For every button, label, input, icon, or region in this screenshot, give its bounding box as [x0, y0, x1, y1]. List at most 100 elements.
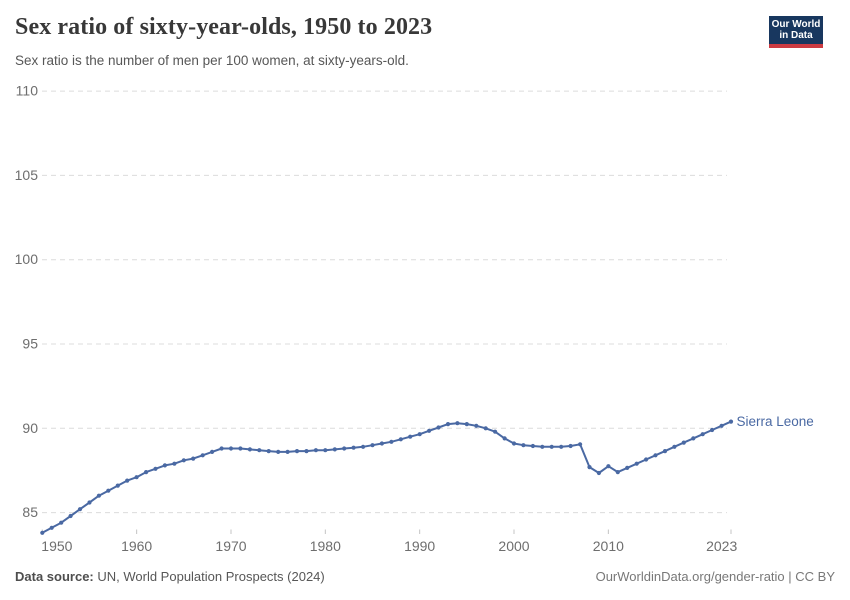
data-point: [540, 444, 545, 449]
data-point: [464, 422, 469, 427]
data-point: [644, 457, 649, 462]
page-subtitle: Sex ratio is the number of men per 100 w…: [15, 53, 409, 68]
data-point: [247, 447, 252, 452]
data-point: [511, 441, 517, 446]
data-point: [68, 513, 73, 519]
data-point: [417, 432, 422, 437]
x-axis-tick-label: 2023: [706, 538, 737, 554]
data-point: [389, 439, 394, 444]
data-point: [615, 470, 620, 475]
data-point: [653, 453, 658, 458]
data-point: [313, 448, 318, 453]
data-point: [342, 446, 347, 451]
data-point: [455, 421, 460, 426]
data-point: [162, 463, 167, 468]
series-end-label: Sierra Leone: [737, 414, 814, 429]
x-axis-tick-label: 1990: [404, 538, 435, 554]
data-point: [219, 446, 224, 451]
data-point: [427, 428, 432, 433]
owid-logo[interactable]: Our World in Data: [769, 16, 823, 48]
data-point: [681, 440, 686, 445]
data-point: [361, 444, 366, 449]
data-point: [285, 449, 290, 454]
data-point: [691, 436, 696, 441]
data-point: [398, 437, 403, 442]
series-line[interactable]: [41, 420, 732, 534]
data-point: [568, 443, 573, 449]
data-point: [40, 530, 45, 535]
data-point: [228, 446, 234, 451]
data-point: [493, 429, 498, 434]
owid-url-link[interactable]: OurWorldinData.org/gender-ratio | CC BY: [595, 569, 835, 584]
data-point: [106, 488, 111, 493]
data-point: [351, 445, 356, 450]
owid-logo-line2: in Data: [779, 30, 813, 41]
data-point: [436, 425, 441, 430]
data-source-text: UN, World Population Prospects (2024): [93, 569, 325, 584]
data-point: [379, 441, 384, 446]
data-point: [719, 423, 724, 428]
data-point: [502, 436, 507, 441]
data-point: [304, 449, 309, 454]
data-point: [294, 449, 300, 454]
chart-footer: Data source: UN, World Population Prospe…: [15, 569, 835, 584]
data-point: [559, 444, 564, 449]
data-point: [700, 432, 705, 437]
x-axis-tick-label: 1980: [310, 538, 341, 554]
data-point: [257, 448, 262, 453]
data-point: [210, 449, 215, 454]
data-point: [521, 443, 526, 448]
data-point: [77, 507, 83, 512]
data-point: [662, 449, 668, 454]
x-axis-tick-label: 1970: [215, 538, 246, 554]
data-point: [728, 419, 734, 424]
data-point: [276, 449, 281, 454]
data-point: [587, 465, 592, 470]
data-point: [710, 427, 715, 433]
data-point: [370, 443, 375, 448]
data-point: [625, 465, 630, 470]
data-point: [634, 461, 639, 466]
page-title: Sex ratio of sixty-year-olds, 1950 to 20…: [15, 14, 433, 40]
y-axis-tick-label: 100: [15, 251, 39, 267]
data-point: [134, 475, 139, 480]
data-point: [200, 453, 205, 458]
data-point: [408, 434, 413, 439]
data-point: [87, 500, 92, 505]
data-point: [153, 466, 158, 471]
y-axis-tick-label: 110: [16, 83, 39, 99]
y-axis-tick-label: 105: [15, 167, 39, 183]
x-axis-tick-label: 2000: [498, 538, 529, 554]
data-point: [445, 422, 451, 427]
data-point: [59, 520, 64, 525]
data-point: [530, 443, 536, 449]
data-point: [266, 449, 271, 454]
data-point: [115, 483, 120, 488]
data-point: [332, 447, 337, 452]
y-axis-tick-label: 85: [22, 504, 38, 520]
y-axis-tick-label: 90: [22, 420, 38, 436]
data-point: [172, 461, 177, 466]
data-point: [181, 458, 186, 463]
x-axis-tick-label: 2010: [593, 538, 624, 554]
data-point: [549, 444, 554, 449]
data-point: [606, 464, 611, 469]
data-point: [596, 470, 602, 476]
data-point: [323, 448, 328, 453]
data-point: [474, 423, 479, 428]
data-point: [672, 444, 677, 449]
data-source-note: Data source: UN, World Population Prospe…: [15, 569, 325, 584]
data-point: [191, 456, 196, 461]
data-point: [125, 478, 130, 483]
data-point: [96, 493, 101, 498]
x-axis-tick-label: 1950: [41, 538, 72, 554]
x-axis-tick-label: 1960: [121, 538, 152, 554]
y-axis-tick-label: 95: [22, 336, 38, 352]
data-point: [578, 442, 583, 447]
owid-logo-line1: Our World: [771, 18, 821, 30]
data-point: [144, 470, 149, 475]
data-point: [49, 525, 54, 530]
data-point: [483, 426, 488, 431]
